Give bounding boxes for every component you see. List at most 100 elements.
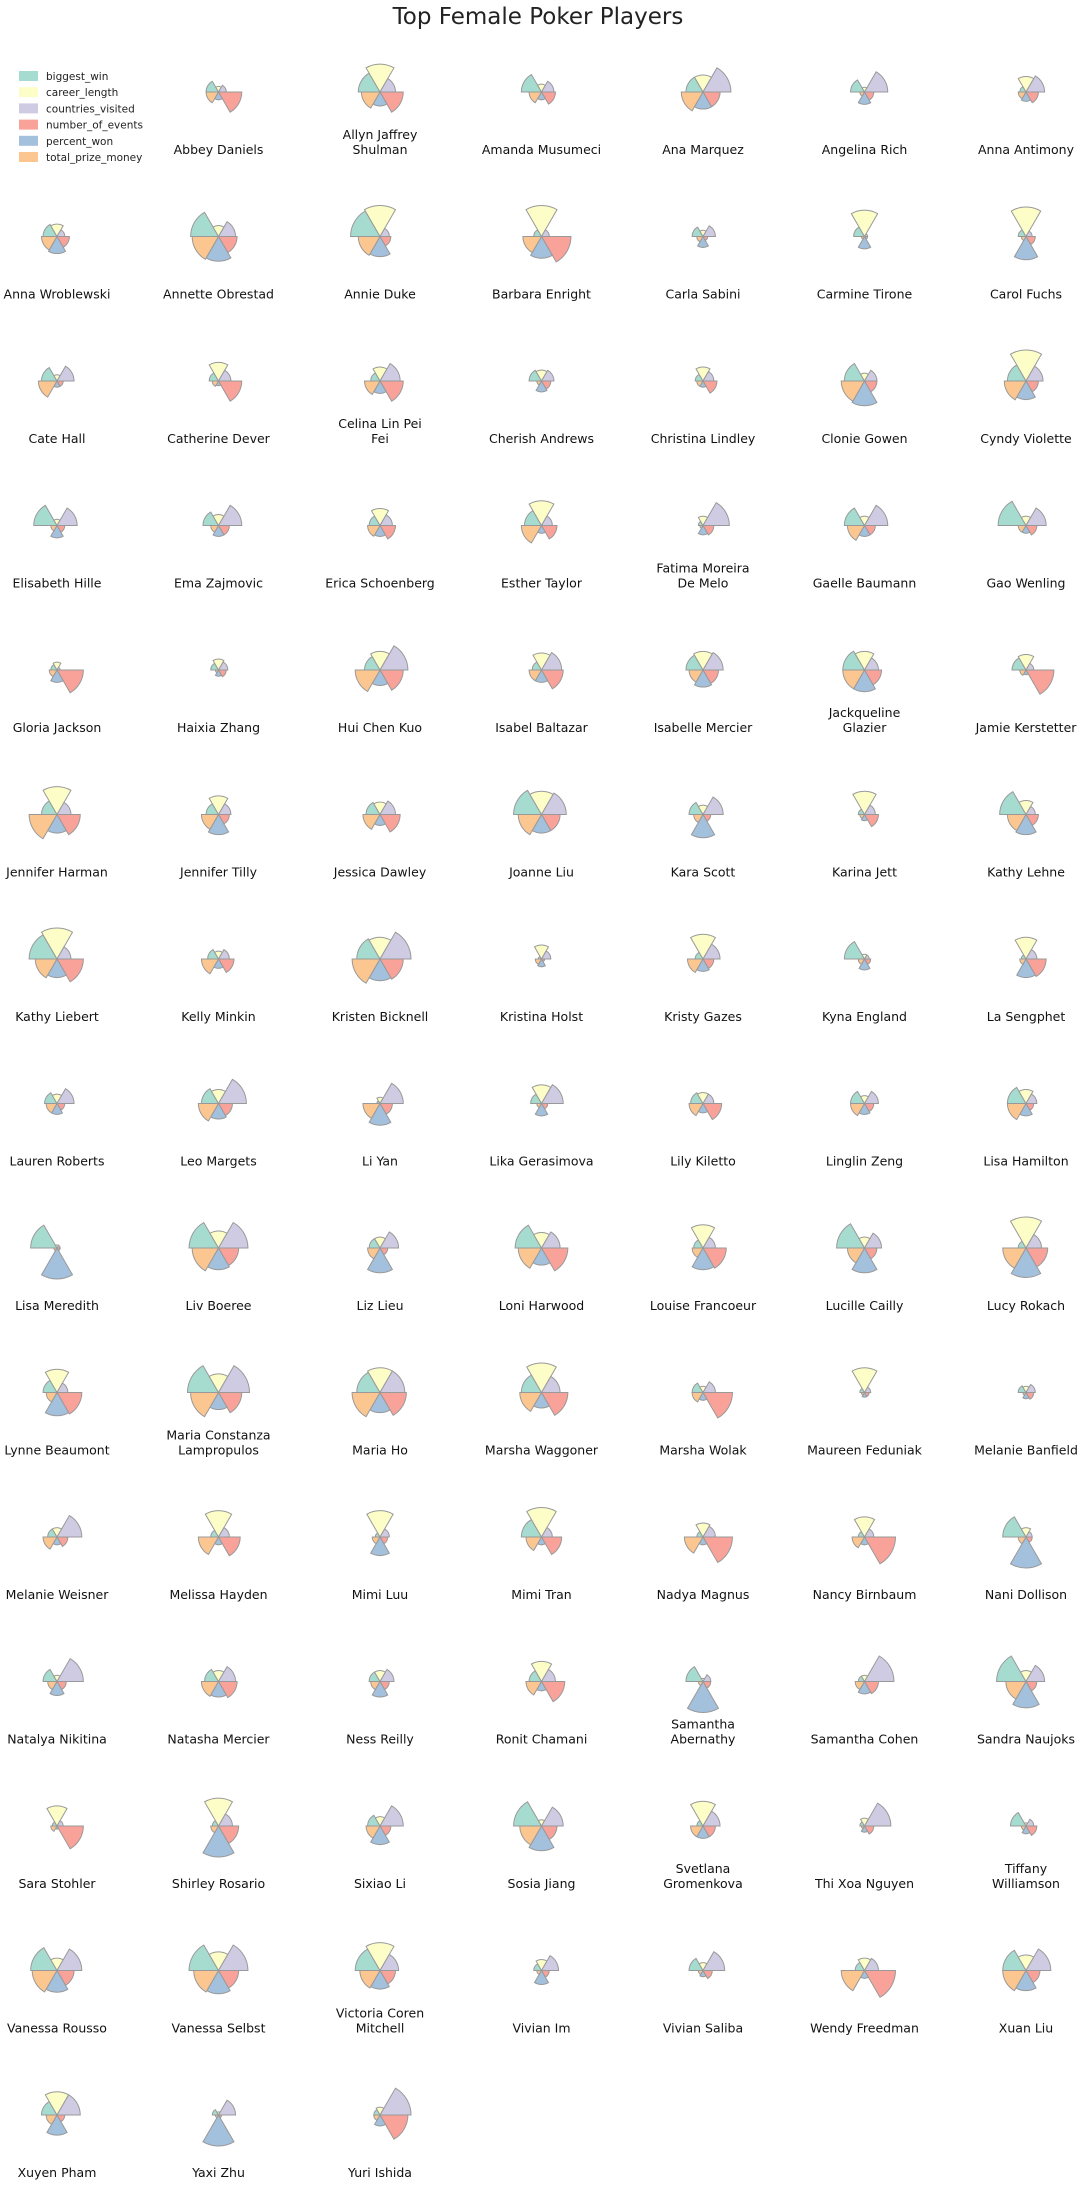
panel: Lisa Hamilton xyxy=(983,1086,1069,1169)
panel-name-label: Xuan Liu xyxy=(999,2021,1053,2036)
panel-name-label: Lucy Rokach xyxy=(987,1298,1065,1313)
panel: Kathy Liebert xyxy=(15,927,99,1024)
petal-number_of_events xyxy=(379,1392,407,1417)
panel: Erica Schoenberg xyxy=(325,507,435,591)
panel-name-label: Maureen Feduniak xyxy=(807,1443,923,1458)
petal-total_prize_money xyxy=(840,380,866,402)
petal-countries_visited xyxy=(379,1082,404,1104)
petal-total_prize_money xyxy=(53,1247,58,1252)
panel: Linglin Zeng xyxy=(826,1090,903,1169)
petal-total_prize_money xyxy=(1017,91,1027,100)
panel: Carol Fuchs xyxy=(990,206,1062,302)
petal-number_of_events xyxy=(217,91,243,113)
petal-total_prize_money xyxy=(691,1247,704,1259)
panel-name-label: Thi Xoa Nguyen xyxy=(814,1876,914,1891)
panel-name-label: Vivian Im xyxy=(512,2021,570,2036)
panel-name-label: Jessica Dawley xyxy=(333,865,427,880)
petal-career_length xyxy=(526,1507,557,1538)
petal-countries_visited xyxy=(56,2094,81,2116)
panel: Gao Wenling xyxy=(986,500,1066,591)
petal-countries_visited xyxy=(379,1528,390,1538)
petal-total_prize_money xyxy=(351,1392,381,1418)
petal-total_prize_money xyxy=(859,814,866,820)
petal-total_prize_money xyxy=(360,91,381,109)
panel: Kyna England xyxy=(822,940,907,1024)
petal-biggest_win xyxy=(688,801,704,815)
petal-career_length xyxy=(530,1660,553,1683)
panel: Maria Constanza Lampropulos xyxy=(166,1364,271,1458)
petal-total_prize_money xyxy=(42,1536,58,1550)
petal-percent_won xyxy=(1016,957,1036,979)
petal-percent_won xyxy=(371,1680,389,1698)
petal-number_of_events xyxy=(1025,91,1039,104)
petal-countries_visited xyxy=(56,1088,75,1104)
petal-countries_visited xyxy=(217,1221,249,1249)
petal-number_of_events xyxy=(540,1536,563,1556)
panel-name-label: Lisa Hamilton xyxy=(983,1154,1068,1169)
panel-name-label: Cyndy Violette xyxy=(980,431,1072,446)
panel: Nani Dollison xyxy=(985,1516,1067,1602)
panel-name-label: Clonie Gowen xyxy=(821,431,907,446)
petal-total_prize_money xyxy=(1002,1247,1027,1269)
panel: Liz Lieu xyxy=(356,1231,404,1313)
petal-number_of_events xyxy=(1025,1392,1035,1400)
petal-biggest_win xyxy=(40,366,58,382)
petal-percent_won xyxy=(44,1391,70,1417)
petal-career_length xyxy=(1010,206,1042,238)
petal-number_of_events xyxy=(56,1825,84,1850)
petal-percent_won xyxy=(50,524,64,539)
petal-percent_won xyxy=(857,235,872,250)
petal-biggest_win xyxy=(188,1221,220,1249)
petal-countries_visited xyxy=(863,1232,883,1249)
petal-total_prize_money xyxy=(211,380,220,388)
panel-name-label: Lynne Beaumont xyxy=(4,1443,109,1458)
panel: Melanie Banfield xyxy=(974,1383,1077,1458)
legend-label-percent_won: percent_won xyxy=(46,136,113,148)
panel-name-label: Cherish Andrews xyxy=(489,431,594,446)
panel: Christina Lindley xyxy=(651,366,756,446)
petal-career_length xyxy=(853,1516,876,1538)
petal-total_prize_money xyxy=(200,1681,220,1697)
panel-name-label: Kara Scott xyxy=(671,865,736,880)
petal-total_prize_money xyxy=(193,1970,220,1993)
petal-percent_won xyxy=(858,957,871,971)
petal-career_length xyxy=(204,1510,233,1539)
panel: Kristy Gazes xyxy=(664,933,742,1024)
petal-total_prize_money xyxy=(860,1392,866,1396)
petal-countries_visited xyxy=(540,1955,560,1971)
petal-countries_visited xyxy=(379,1805,404,1827)
petal-career_length xyxy=(366,1510,394,1538)
petal-number_of_events xyxy=(56,958,84,983)
petal-percent_won xyxy=(691,1247,715,1271)
petal-countries_visited xyxy=(863,504,889,526)
panel-name-label: Erica Schoenberg xyxy=(325,576,435,591)
petal-total_prize_money xyxy=(1019,958,1027,966)
panel: Lucille Cailly xyxy=(826,1223,904,1313)
petal-career_length xyxy=(1009,349,1043,383)
panel: Svetlana Gromenkova xyxy=(663,1800,743,1891)
petal-total_prize_money xyxy=(854,1681,866,1691)
panel-name-label: La Sengphet xyxy=(987,1009,1066,1024)
panel: Ness Reilly xyxy=(346,1668,414,1747)
panel-name-label: Maria Ho xyxy=(352,1443,408,1458)
petal-percent_won xyxy=(851,1246,878,1274)
petal-career_length xyxy=(689,933,717,961)
panel-name-label: Yuri Ishida xyxy=(347,2165,412,2180)
petal-number_of_events xyxy=(540,1681,566,1703)
petal-countries_visited xyxy=(379,931,412,960)
petal-countries_visited xyxy=(56,507,78,526)
petal-total_prize_money xyxy=(45,1392,58,1403)
panel-name-label: Kristen Bicknell xyxy=(332,1009,429,1024)
petal-total_prize_money xyxy=(1006,814,1027,832)
petal-total_prize_money xyxy=(200,814,220,830)
petal-total_prize_money xyxy=(359,1970,381,1989)
panel-name-label: Svetlana Gromenkova xyxy=(663,1861,743,1891)
petal-total_prize_money xyxy=(197,1103,220,1122)
panel: Shirley Rosario xyxy=(172,1797,265,1891)
panel: Kara Scott xyxy=(671,796,736,880)
petal-number_of_events xyxy=(540,236,572,263)
petal-number_of_events xyxy=(863,1825,875,1835)
panel-name-label: Angelina Rich xyxy=(822,142,908,157)
panel-name-label: Kathy Lehne xyxy=(987,865,1065,880)
petal-biggest_win xyxy=(996,1655,1027,1682)
